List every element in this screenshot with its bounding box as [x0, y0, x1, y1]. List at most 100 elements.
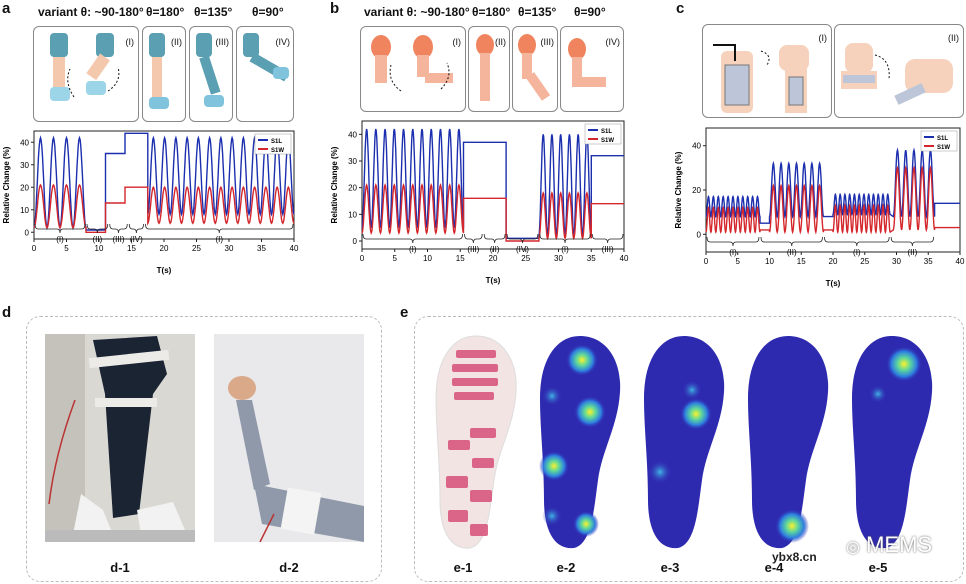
arm-swing-icon — [371, 35, 453, 92]
phase-bracket — [109, 223, 128, 234]
legend-entry: S1W — [937, 145, 950, 151]
phase-label: (I) — [56, 235, 64, 244]
x-axis-label: T(s) — [157, 266, 172, 275]
chart-b: 0 5 10 15 20 25 30 35 40 0 10 20 30 40 T(s) Relative Ch… — [330, 120, 629, 285]
y-axis-label: Relative Change (%) — [330, 146, 339, 223]
header-a-180: θ=180° — [146, 5, 185, 19]
illustration-box-a-3: (III) — [189, 26, 233, 122]
x-tick-label: 30 — [554, 254, 563, 263]
illustration-box-b-3: (III) — [512, 26, 558, 112]
phase-bracket — [128, 223, 144, 234]
bent-leg-90-icon — [243, 33, 290, 82]
bent-arm-90-icon — [568, 38, 606, 87]
insole-heatmap-5 — [852, 336, 933, 549]
x-tick-label: 40 — [290, 244, 299, 253]
phase-bracket — [539, 233, 591, 244]
header-a-135: θ=135° — [194, 5, 233, 19]
phase-label: (I) — [561, 245, 569, 254]
panel-label-e: e — [400, 304, 409, 321]
phase-label: (I) — [215, 235, 223, 244]
header-b-135: θ=135° — [518, 5, 557, 19]
caption-e-1: e-1 — [453, 560, 473, 575]
phase-bracket — [145, 223, 294, 234]
phase-label: (II) — [787, 248, 797, 257]
x-tick-label: 15 — [456, 254, 465, 263]
phase-label: (III) — [113, 235, 125, 244]
illustration-box-a-2: (II) — [142, 26, 186, 122]
legend-entry: S1W — [271, 148, 284, 154]
y-tick-label: 10 — [20, 206, 29, 215]
phase-bracket — [824, 236, 890, 247]
x-tick-label: 40 — [956, 257, 965, 266]
phase-bracket — [890, 236, 934, 247]
x-tick-label: 20 — [160, 244, 169, 253]
y-tick-label: 20 — [20, 183, 29, 192]
phase-bracket — [362, 233, 463, 244]
series-line-S1L — [705, 147, 960, 224]
wrist-bend-icon — [713, 44, 809, 113]
x-tick-label: 25 — [860, 257, 869, 266]
phase-bracket — [86, 223, 109, 234]
y-tick-label: 30 — [20, 161, 29, 170]
x-tick-label: 0 — [704, 257, 709, 266]
illustration-box-b-2: (II) — [468, 26, 510, 112]
panel-label-b: b — [330, 0, 340, 17]
caption-d-2: d-2 — [279, 560, 299, 575]
watermark-site: ybx8.cn — [772, 550, 817, 564]
y-axis-label: Relative Change (%) — [2, 146, 11, 223]
y-tick-label: 20 — [348, 184, 357, 193]
header-a-variant: variant θ: ~90-180° — [38, 5, 144, 19]
x-tick-label: 40 — [620, 254, 629, 263]
straight-leg-icon — [149, 33, 169, 109]
x-tick-label: 20 — [489, 254, 498, 263]
x-tick-label: 35 — [587, 254, 596, 263]
panel-label-d: d — [2, 304, 12, 321]
x-tick-label: 35 — [924, 257, 933, 266]
phase-label: (I) — [853, 248, 861, 257]
photo-knee-sensor — [45, 334, 195, 542]
phase-bracket — [760, 236, 823, 247]
y-tick-label: 40 — [348, 130, 357, 139]
x-tick-label: 15 — [797, 257, 806, 266]
x-tick-label: 0 — [32, 244, 37, 253]
phase-label: (IV) — [130, 235, 143, 244]
series-line-S1L — [361, 128, 624, 240]
x-tick-label: 0 — [360, 254, 365, 263]
phase-bracket — [464, 233, 483, 244]
header-b-variant: variant θ: ~90-180° — [364, 5, 470, 19]
phase-label: (II) — [907, 248, 917, 257]
insole-heatmap-4 — [748, 336, 829, 549]
phase-label: (III) — [467, 245, 479, 254]
caption-e-4: e-4 — [764, 560, 784, 575]
x-axis-label: T(s) — [826, 279, 841, 288]
insole-heatmap-3 — [644, 336, 725, 549]
fist-rotate-icon — [841, 43, 953, 105]
watermark-brand: ◎ MEMS — [846, 532, 933, 557]
phase-label: (II) — [92, 235, 102, 244]
illustration-box-b-4: (IV) — [560, 26, 624, 112]
illustration-box-a-1: (I) — [33, 26, 139, 122]
y-tick-label: 0 — [25, 228, 30, 237]
x-tick-label: 10 — [765, 257, 774, 266]
x-tick-label: 25 — [192, 244, 201, 253]
illustration-box-c-1: (I) — [702, 24, 832, 118]
y-tick-label: 20 — [692, 186, 701, 195]
phase-label: (I) — [729, 248, 737, 257]
y-tick-label: 10 — [348, 210, 357, 219]
legend-entry: S1L — [271, 139, 282, 145]
x-tick-label: 5 — [393, 254, 398, 263]
x-tick-label: 30 — [892, 257, 901, 266]
x-tick-label: 30 — [225, 244, 234, 253]
caption-e-2: e-2 — [556, 560, 576, 575]
caption-d-1: d-1 — [110, 560, 130, 575]
phase-bracket — [706, 236, 760, 247]
y-tick-label: 0 — [353, 237, 358, 246]
illustration-box-a-4: (IV) — [236, 26, 294, 122]
phase-bracket — [591, 233, 624, 244]
caption-e-3: e-3 — [660, 560, 680, 575]
phase-label: (II) — [490, 245, 500, 254]
panel-label-a: a — [2, 0, 11, 17]
x-tick-label: 10 — [95, 244, 104, 253]
x-tick-label: 20 — [829, 257, 838, 266]
straight-arm-icon — [476, 34, 494, 101]
